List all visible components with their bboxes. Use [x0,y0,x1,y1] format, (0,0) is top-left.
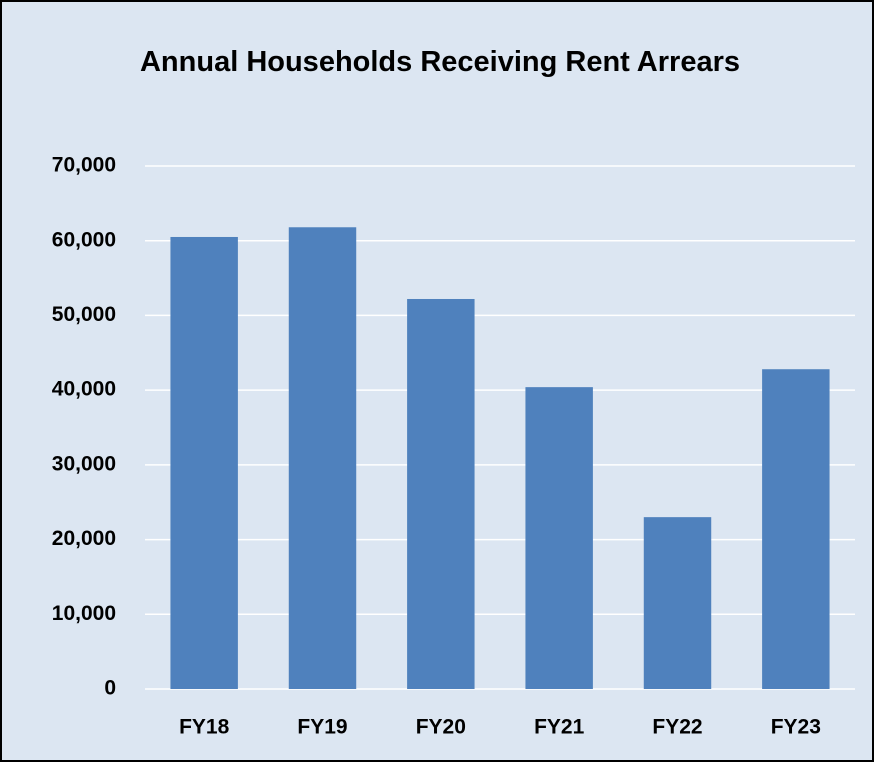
y-tick-label: 20,000 [52,527,116,550]
x-tick-label: FY19 [297,716,347,739]
bar [525,387,593,689]
y-tick-label: 30,000 [52,452,116,475]
bar [170,236,238,689]
chart-title: Annual Households Receiving Rent Arrears [139,46,740,78]
y-tick-label: 40,000 [52,378,116,401]
bar [643,517,712,689]
bar [762,369,830,689]
y-tick-label: 10,000 [52,602,116,625]
x-tick-label: FY23 [771,716,821,739]
y-tick-label: 70,000 [52,154,116,177]
bar [288,227,357,689]
bar [407,298,475,689]
x-tick-label: FY21 [534,716,585,739]
y-tick-label: 0 [104,677,116,700]
y-tick-label: 50,000 [52,303,116,326]
x-tick-label: FY20 [416,716,466,739]
x-tick-label: FY18 [179,716,230,739]
x-tick-label: FY22 [652,716,702,739]
y-tick-label: 60,000 [52,228,116,251]
